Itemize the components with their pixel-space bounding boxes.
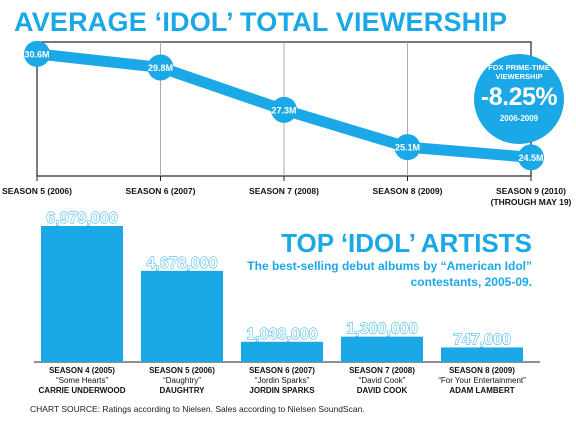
fox-viewership-badge: FOX PRIME-TIME VIEWERSHIP -8.25% 2006-20… xyxy=(474,54,564,144)
data-label: 29.8M xyxy=(148,63,173,73)
bar-value-label: 1,038,000 xyxy=(246,326,317,343)
x-tick-label: SEASON 5 (2006) xyxy=(2,186,72,196)
bar-album-label: “Daughtry” xyxy=(163,376,201,385)
bar-artist-label: DAVID COOK xyxy=(357,386,408,395)
bar-album-label: “For Your Entertainment” xyxy=(438,376,526,385)
bar-artist-label: CARRIE UNDERWOOD xyxy=(39,386,126,395)
bar-value-label: 4,678,000 xyxy=(146,255,217,272)
bar xyxy=(141,270,223,362)
data-point xyxy=(271,96,297,123)
bar-value-label: 747,000 xyxy=(453,331,511,348)
bar-season-label: SEASON 8 (2009) xyxy=(449,366,515,375)
bar-artist-label: ADAM LAMBERT xyxy=(449,386,514,395)
bar xyxy=(41,226,123,362)
x-tick-note: (THROUGH MAY 19) xyxy=(491,197,572,207)
x-tick-label: SEASON 8 (2009) xyxy=(373,186,443,196)
bar-season-label: SEASON 7 (2008) xyxy=(349,366,415,375)
bar-album-label: “Some Hearts” xyxy=(56,376,108,385)
data-label: 30.6M xyxy=(24,49,49,59)
chart-source-note: CHART SOURCE: Ratings according to Niels… xyxy=(30,404,365,414)
x-tick-label: SEASON 7 (2008) xyxy=(249,186,319,196)
data-label: 24.5M xyxy=(518,153,543,163)
data-point xyxy=(24,40,50,67)
bar xyxy=(441,347,523,362)
data-point xyxy=(518,144,544,171)
data-label: 25.1M xyxy=(395,143,420,153)
bar-season-label: SEASON 5 (2006) xyxy=(149,366,215,375)
bar-artist-label: JORDIN SPARKS xyxy=(249,386,315,395)
badge-source: FOX PRIME-TIME VIEWERSHIP xyxy=(488,63,550,81)
bar xyxy=(241,341,323,362)
x-tick-label: SEASON 6 (2007) xyxy=(126,186,196,196)
data-point xyxy=(394,134,421,161)
bar-value-label: 1,300,000 xyxy=(346,321,417,338)
bar-season-label: SEASON 4 (2005) xyxy=(49,366,115,375)
bar-season-label: SEASON 6 (2007) xyxy=(249,366,315,375)
data-point xyxy=(147,54,174,81)
bar-artist-label: DAUGHTRY xyxy=(159,386,205,395)
x-tick-label: SEASON 9 (2010) xyxy=(496,186,566,196)
bar-value-label: 6,979,000 xyxy=(46,210,117,227)
data-label: 27.3M xyxy=(271,105,296,115)
artists-title: TOP ‘IDOL’ ARTISTS xyxy=(281,228,532,258)
bar xyxy=(341,336,423,362)
bar-album-label: “David Cook” xyxy=(359,376,406,385)
badge-value: -8.25% xyxy=(480,83,558,111)
badge-period: 2006-2009 xyxy=(499,114,539,123)
bar-album-label: “Jordin Sparks” xyxy=(255,376,310,385)
viewership-title: AVERAGE ‘IDOL’ TOTAL VIEWERSHIP xyxy=(14,7,508,37)
artists-subtitle: The best-selling debut albums by “Americ… xyxy=(247,259,532,290)
